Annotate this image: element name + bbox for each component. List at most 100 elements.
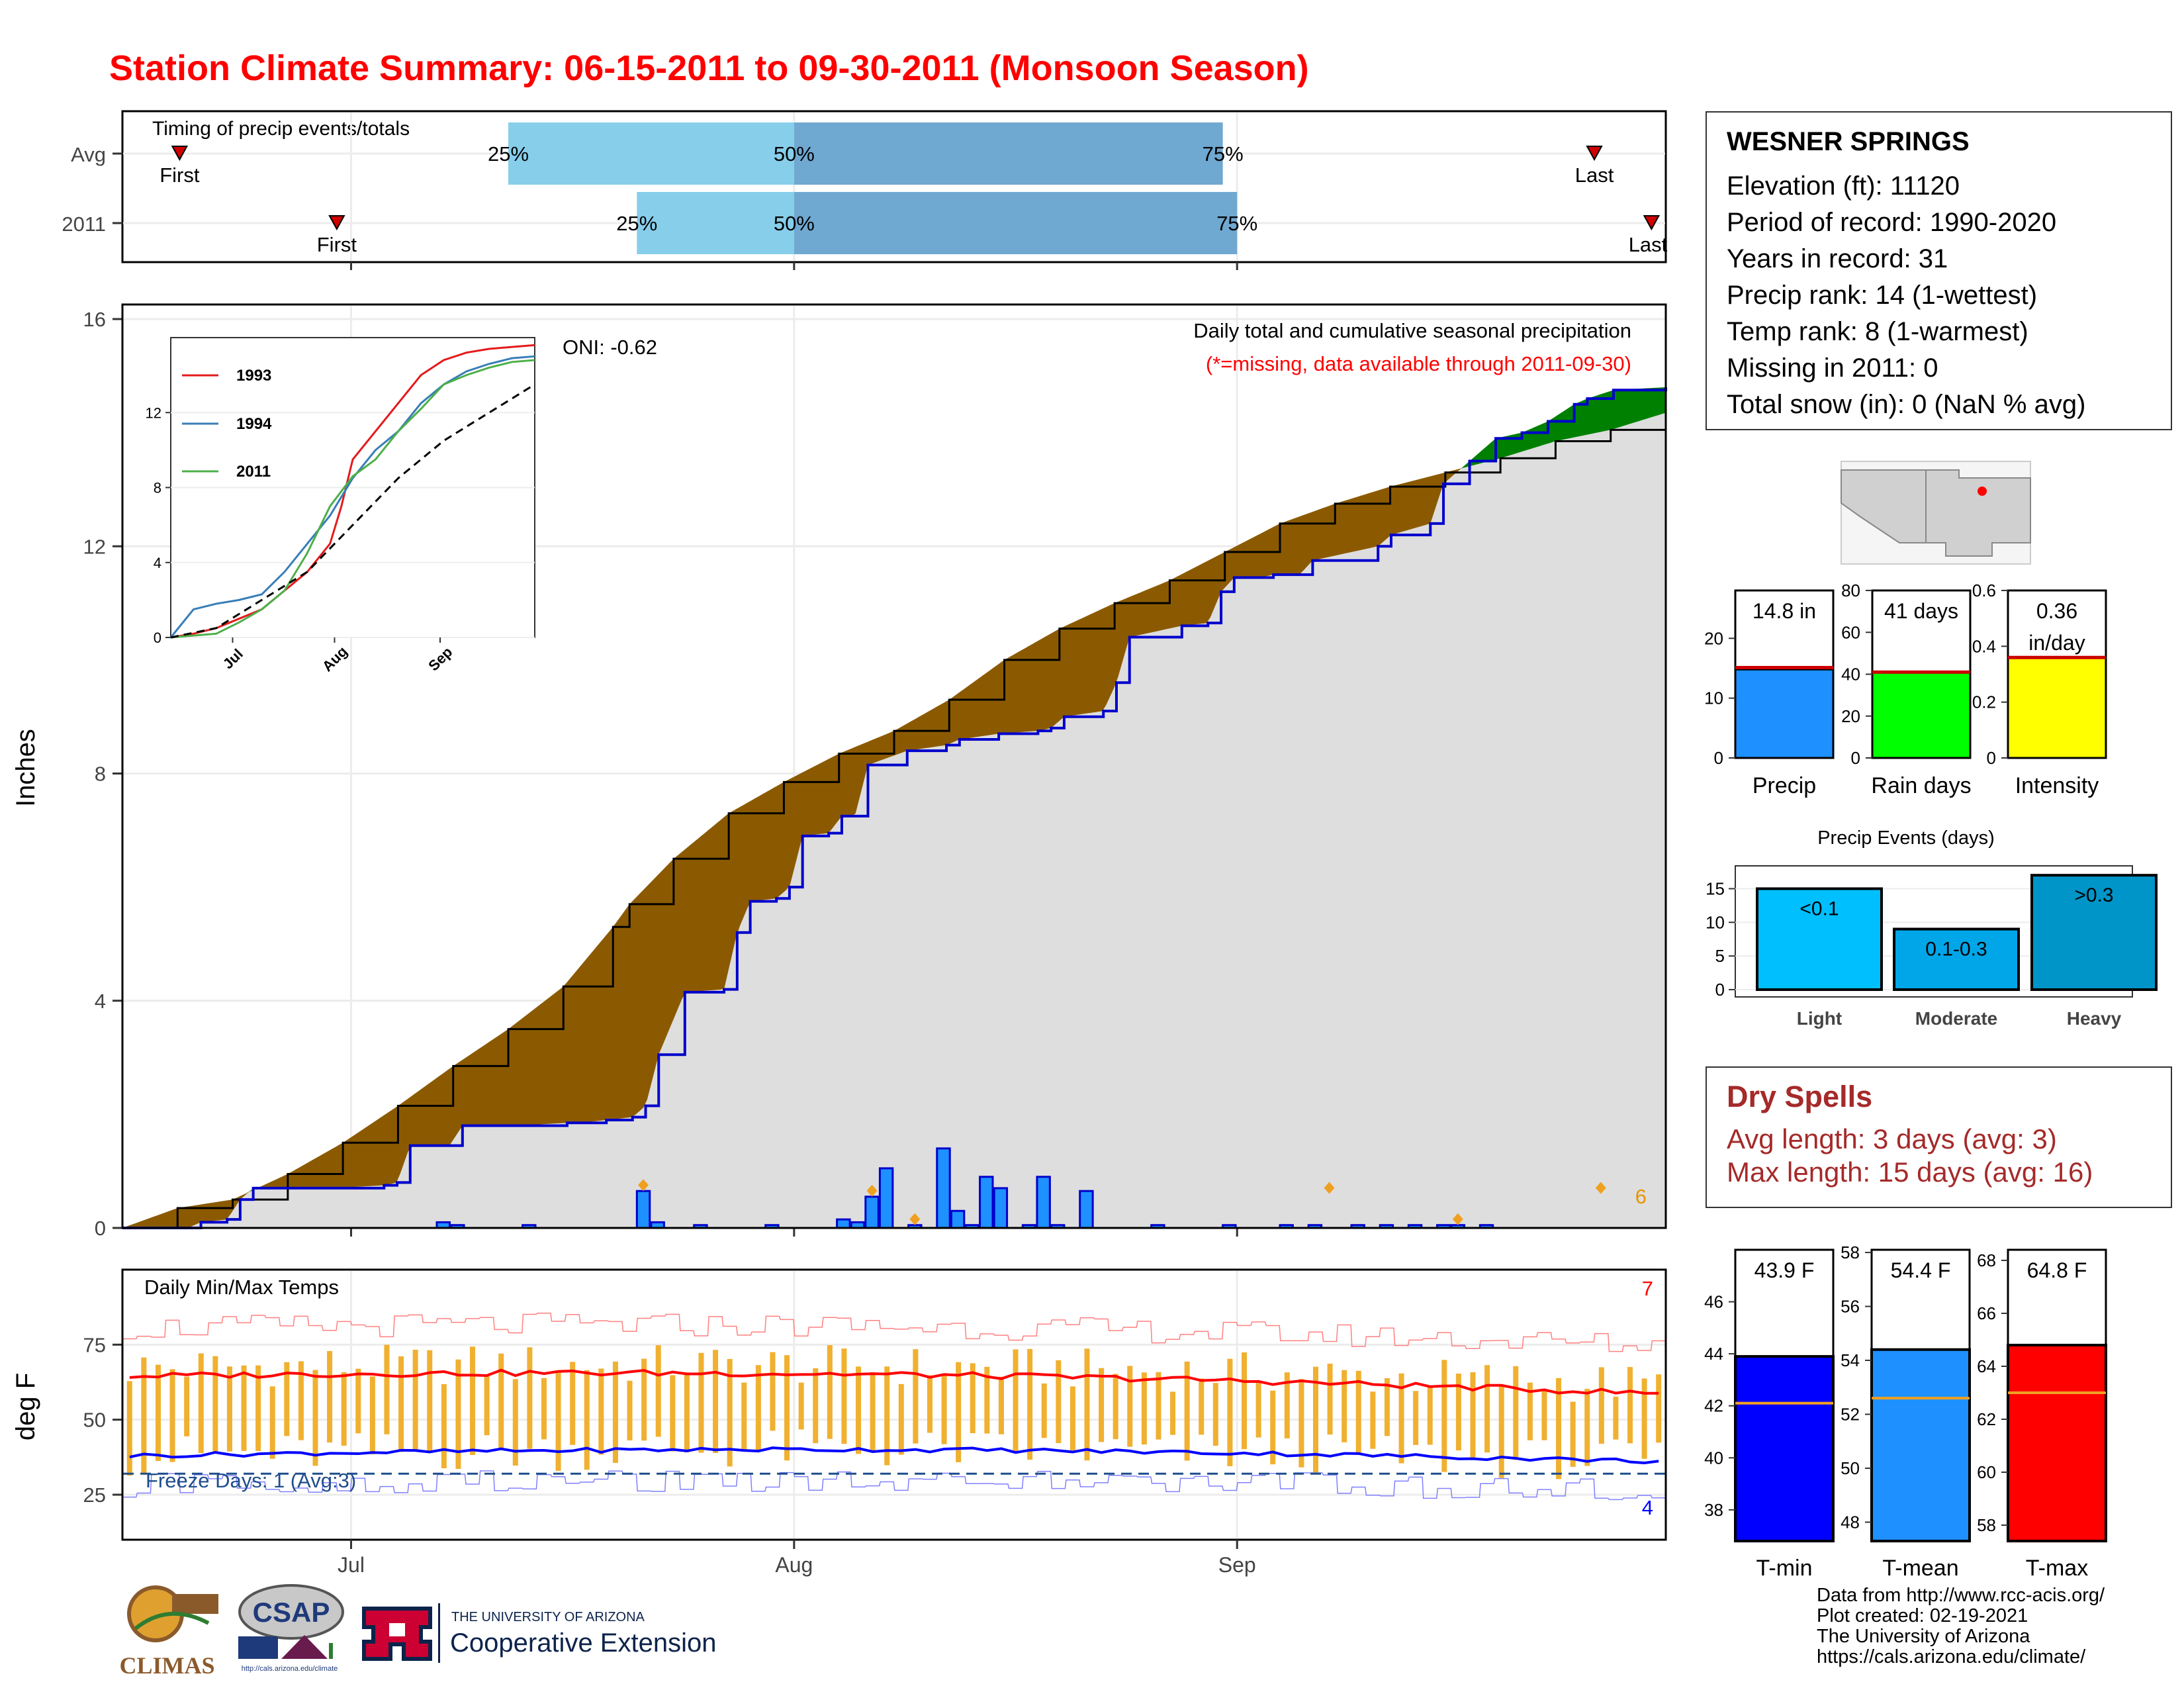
daily-temp-range-bar	[1413, 1391, 1419, 1445]
precip-ytick-label: 16	[83, 308, 106, 331]
daily-temp-range-bar	[612, 1361, 618, 1464]
events-bar	[1756, 887, 1883, 991]
daily-temp-range-bar	[641, 1358, 647, 1441]
events-bar-label: >0.3	[2074, 884, 2113, 906]
temps-ytick-label: 75	[83, 1333, 106, 1356]
daily-temp-range-bar	[670, 1375, 676, 1452]
temp-bar-ytick-label: 64	[1977, 1356, 1996, 1376]
daily-temp-range-bar	[327, 1350, 333, 1443]
daily-precip-bar	[1036, 1176, 1051, 1229]
daily-precip-bar	[1079, 1190, 1094, 1229]
csap-logo: CSAP http://cals.arizona.edu/climate	[232, 1582, 347, 1678]
daily-temp-range-bar	[1113, 1374, 1118, 1440]
missing-day-marker	[909, 1213, 921, 1225]
daily-temp-range-bar	[1470, 1372, 1476, 1460]
daily-temp-range-bar	[870, 1372, 876, 1453]
page-title: Station Climate Summary: 06-15-2011 to 0…	[109, 48, 1309, 88]
temp-bar-fill	[1734, 1355, 1835, 1542]
missing-day-marker	[1452, 1213, 1463, 1225]
temps-xtick-label: Sep	[1218, 1553, 1256, 1577]
temp-bar-label: T-min	[1756, 1556, 1813, 1581]
summary-bar-ytick-label: 0.6	[1972, 581, 1996, 600]
footer-credits: Data from http://www.rcc-acis.org/ Plot …	[1817, 1585, 2105, 1667]
daily-temp-range-bar	[541, 1378, 547, 1440]
temp-bar-label: T-mean	[1882, 1556, 1958, 1581]
precip-ytick-label: 4	[95, 990, 106, 1013]
daily-temp-range-bar	[1627, 1367, 1633, 1444]
daily-temp-range-bar	[884, 1366, 890, 1466]
daily-temp-range-bar	[1099, 1368, 1105, 1442]
footer-plot-created: Plot created: 02-19-2021	[1817, 1605, 2028, 1626]
station-elevation: Elevation (ft): 11120	[1727, 171, 1960, 201]
daily-temp-range-bar	[1156, 1372, 1161, 1440]
temp-bar-ytick-label: 42	[1704, 1396, 1723, 1416]
daily-temp-range-bar	[312, 1370, 318, 1466]
precip-frame	[121, 303, 1667, 1229]
events-ytick-label: 10	[1706, 912, 1725, 932]
timing-title: Timing of precip events/totals	[152, 118, 410, 140]
temp-bar-ytick-label: 68	[1977, 1250, 1996, 1270]
inset-series-line	[169, 355, 535, 638]
timing-first-label: First	[159, 164, 200, 187]
temp-bar-ytick-label: 50	[1841, 1458, 1860, 1478]
dry-spells-title: Dry Spells	[1727, 1080, 1873, 1113]
daily-temp-range-bar	[241, 1365, 247, 1451]
summary-bar-label: Intensity	[2015, 773, 2099, 798]
daily-temp-range-bar	[1127, 1366, 1133, 1447]
daily-temp-range-bar	[341, 1372, 347, 1446]
timing-q25-label: 25%	[616, 212, 657, 235]
daily-temp-range-bar	[1513, 1366, 1519, 1460]
temps-background	[122, 1270, 1666, 1540]
freeze-days-label: Freeze Days: 1 (Avg:3)	[146, 1469, 356, 1492]
daily-temp-range-bar	[941, 1373, 947, 1444]
climas-logo-mark	[127, 1585, 218, 1642]
daily-temp-range-bar	[1584, 1389, 1590, 1466]
daily-temp-range-bar	[226, 1366, 232, 1452]
daily-temp-range-bar	[1027, 1348, 1033, 1460]
inset-series-line	[170, 359, 535, 639]
daily-temp-range-bar	[856, 1366, 862, 1454]
daily-temp-range-bar	[198, 1353, 204, 1454]
daily-temp-range-bar	[1056, 1360, 1062, 1444]
daily-temp-range-bar	[1370, 1391, 1376, 1449]
timing-bar-q50-q75	[794, 192, 1238, 254]
timing-q50-label: 50%	[774, 212, 815, 235]
daily-temp-range-bar	[555, 1371, 561, 1471]
daily-temp-range-bar	[1013, 1349, 1019, 1451]
min-record-count: 4	[1642, 1496, 1653, 1519]
missing-count: 6	[1635, 1185, 1647, 1208]
daily-temp-range-bar	[470, 1346, 476, 1455]
temps-ytick-label: 25	[83, 1483, 106, 1507]
precip-ytick-label: 8	[95, 763, 106, 786]
precip-title: Daily total and cumulative seasonal prec…	[1193, 319, 1631, 342]
summary-bar-ytick-label: 20	[1704, 628, 1723, 648]
events-bar-label: <0.1	[1799, 898, 1839, 920]
daily-temp-range-bar	[527, 1347, 533, 1449]
daily-temp-range-bar	[598, 1368, 604, 1455]
daily-temp-range-bar	[1069, 1386, 1075, 1450]
events-ytick-label: 5	[1715, 946, 1725, 966]
daily-temp-range-bar	[1298, 1379, 1304, 1468]
precip-common-area	[122, 412, 1666, 1229]
inset-ytick-label: 8	[154, 480, 161, 496]
daily-temp-range-bar	[1041, 1383, 1047, 1438]
daily-temp-range-bar	[813, 1368, 819, 1444]
daily-temp-range-bar	[1312, 1366, 1318, 1474]
daily-temp-range-bar	[1184, 1361, 1190, 1461]
daily-temp-range-bar	[627, 1380, 633, 1440]
station-years: Years in record: 31	[1727, 244, 1948, 273]
timing-last-label: Last	[1575, 164, 1614, 187]
timing-last-marker	[1643, 215, 1661, 231]
events-ytick-label: 15	[1706, 879, 1725, 899]
timing-bar-q25-q50	[637, 192, 794, 254]
daily-temp-range-bar	[284, 1362, 290, 1436]
daily-temp-range-bar	[1141, 1372, 1147, 1445]
ua-logo	[357, 1603, 437, 1663]
daily-temp-range-bar	[898, 1383, 904, 1455]
daily-temp-range-bar	[384, 1344, 390, 1434]
timing-row-label: 2011	[62, 212, 106, 236]
timing-row-label: Avg	[71, 143, 106, 166]
summary-bar-ytick-label: 60	[1841, 622, 1860, 642]
daily-temp-range-bar	[1441, 1360, 1447, 1472]
